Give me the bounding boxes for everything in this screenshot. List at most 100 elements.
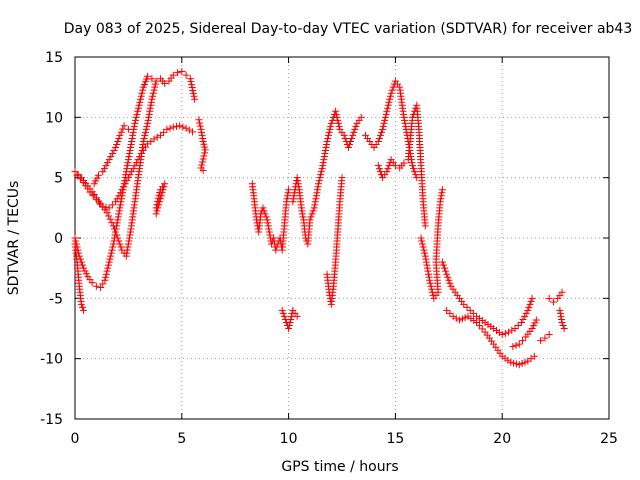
data-point-interp [376, 168, 384, 176]
data-point-interp [100, 165, 108, 173]
data-point-interp [508, 326, 516, 334]
data-point-interp [159, 186, 167, 194]
data-point [327, 119, 335, 127]
data-point [118, 192, 126, 200]
data-point-interp [345, 140, 353, 148]
data-point-interp [325, 128, 333, 136]
data-point-interp [108, 246, 116, 254]
data-point-interp [121, 174, 129, 182]
data-point-interp [317, 171, 325, 179]
data-point-interp [313, 189, 321, 197]
data-point [507, 358, 515, 366]
data-point-interp [150, 86, 158, 94]
data-point-interp [311, 198, 319, 206]
data-point-interp [299, 213, 307, 221]
data-point [86, 188, 94, 196]
data-point-interp [121, 177, 129, 185]
data-point-interp [444, 273, 452, 281]
data-point-interp [146, 107, 154, 115]
data-point [127, 144, 135, 151]
data-point-interp [389, 83, 397, 91]
data-point [148, 75, 156, 83]
data-point [558, 288, 566, 296]
data-point-interp [116, 204, 124, 212]
data-point-interp [112, 228, 120, 236]
data-point-interp [312, 192, 320, 200]
data-point-interp [521, 358, 529, 366]
data-point-interp [188, 84, 196, 92]
data-point [528, 294, 536, 302]
data-point-interp [422, 255, 430, 263]
x-tick-label: 15 [386, 431, 404, 447]
y-tick-label: -15 [40, 412, 63, 428]
data-point-interp [136, 98, 144, 106]
data-point-interp [89, 192, 97, 200]
data-point-interp [425, 270, 433, 278]
data-point-interp [286, 318, 294, 326]
data-point [443, 270, 451, 278]
data-point-interp [452, 314, 460, 322]
series-track-m [374, 101, 429, 230]
data-point-interp [132, 116, 140, 124]
data-point-interp [160, 128, 168, 136]
data-point-interp [158, 189, 166, 197]
data-point-interp [123, 249, 131, 257]
data-point [191, 95, 199, 103]
data-point [517, 318, 525, 326]
data-point [285, 325, 293, 332]
data-point-interp [139, 86, 147, 94]
series-track-a [71, 67, 199, 260]
data-point-interp [116, 201, 124, 209]
data-point-interp [320, 153, 328, 161]
data-point [182, 124, 190, 132]
data-point-interp [115, 207, 123, 215]
data-point-interp [119, 186, 127, 194]
data-point [289, 198, 297, 206]
data-point-interp [518, 337, 526, 345]
data-point-interp [341, 134, 349, 142]
data-point [71, 168, 79, 176]
series-track-d [71, 240, 88, 314]
data-point-interp [125, 153, 133, 161]
data-point [109, 240, 117, 248]
data-point-interp [316, 174, 324, 182]
data-point [131, 119, 139, 127]
data-point-interp [333, 113, 341, 121]
data-point-interp [196, 122, 204, 130]
data-point [103, 209, 111, 217]
data-point-interp [76, 175, 84, 183]
data-point-interp [156, 198, 164, 206]
y-tick-label: 5 [54, 171, 63, 187]
data-point-interp [347, 137, 355, 145]
data-point-interp [104, 261, 112, 269]
data-point [150, 135, 158, 143]
data-point [315, 180, 323, 188]
data-point-interp [113, 222, 121, 230]
data-point-interp [136, 153, 144, 161]
data-point-interp [185, 126, 193, 134]
data-point [135, 101, 143, 109]
data-point-interp [199, 134, 207, 142]
data-point-interp [160, 183, 168, 191]
data-point-interp [123, 162, 131, 170]
data-point-interp [385, 98, 393, 106]
data-point-interp [134, 104, 142, 112]
data-point [71, 234, 79, 242]
data-point-interp [102, 270, 110, 278]
data-point [560, 325, 568, 332]
data-point-interp [108, 201, 116, 209]
data-point [400, 159, 408, 167]
data-point-interp [559, 321, 567, 329]
data-point-interp [153, 207, 161, 215]
data-point-interp [332, 110, 340, 118]
data-point [421, 252, 429, 260]
data-point-interp [145, 110, 153, 118]
data-point [293, 312, 301, 320]
data-point-interp [123, 246, 131, 254]
data-point-interp [166, 124, 174, 132]
data-point [374, 137, 382, 145]
data-point-interp [284, 189, 292, 197]
series-track-s [545, 288, 566, 306]
data-point [94, 171, 102, 179]
data-point [340, 131, 348, 139]
